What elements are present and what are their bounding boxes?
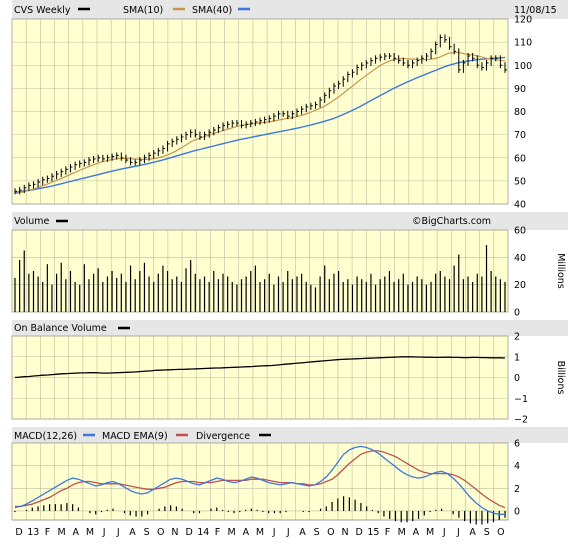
x-tick-label: A [129, 527, 136, 538]
obv-panel: −2 −1 0 1 2 Billions [11, 332, 566, 426]
plot-area [11, 442, 509, 521]
y-axis-unit: Millions [555, 253, 566, 289]
divergence-label: Divergence [196, 431, 250, 442]
y-tick-label: 40 [514, 253, 526, 264]
y-tick-label: 2 [514, 332, 520, 343]
x-tick-label: N [341, 527, 348, 538]
x-tick-label: M [86, 527, 94, 538]
y-tick-label: 60 [514, 153, 526, 164]
y-tick-label: 120 [514, 15, 532, 26]
y-tick-label: −2 [514, 415, 528, 426]
macd-title: MACD(12,26) [14, 431, 77, 442]
x-tick-label: D [356, 527, 363, 538]
x-tick-label: D [15, 527, 22, 538]
x-tick-label: J [272, 527, 276, 538]
volume-title: Volume [14, 216, 49, 227]
y-tick-label: 60 [514, 226, 526, 237]
price-header [12, 0, 568, 19]
x-tick-label: M [426, 527, 434, 538]
x-tick-label: J [286, 527, 290, 538]
x-tick-label: S [484, 527, 490, 538]
y-tick-label: 50 [514, 176, 526, 187]
macd-panel: 0 2 4 6 [11, 439, 520, 525]
x-tick-label: M [398, 527, 406, 538]
y-tick-label: 6 [514, 439, 520, 450]
x-tick-label: J [102, 527, 106, 538]
y-tick-label: 40 [514, 200, 526, 211]
y-tick-label: 0 [514, 506, 520, 517]
x-axis: D 13 F M A M J J A S O N D 14 F M A M J J A S O N D 15 F M A M J J A S O [15, 527, 504, 538]
x-tick-label: J [456, 527, 460, 538]
y-tick-label: 0 [514, 308, 520, 319]
x-tick-label: F [215, 527, 220, 538]
x-tick-label: S [314, 527, 320, 538]
x-tick-label: A [413, 527, 420, 538]
x-tick-label: A [73, 527, 80, 538]
x-tick-label: A [243, 527, 250, 538]
watermark: ©BigCharts.com [412, 216, 491, 227]
x-tick-label: 14 [197, 527, 209, 538]
chart-title: CVS Weekly [14, 5, 71, 16]
y-tick-label: 20 [514, 280, 526, 291]
chart-date: 11/08/15 [514, 5, 557, 16]
x-tick-label: M [57, 527, 65, 538]
obv-line [14, 356, 506, 379]
x-tick-label: O [157, 527, 164, 538]
x-tick-label: 13 [27, 527, 39, 538]
x-tick-label: M [228, 527, 236, 538]
y-tick-label: 70 [514, 130, 526, 141]
price-panel: 40 50 60 70 80 90 100 110 120 [11, 15, 532, 211]
sma-slow-label: SMA(40) [192, 5, 232, 16]
x-tick-label: O [497, 527, 504, 538]
x-tick-label: N [171, 527, 178, 538]
x-tick-label: S [144, 527, 150, 538]
x-tick-label: M [256, 527, 264, 538]
x-tick-label: A [469, 527, 476, 538]
x-tick-label: D [185, 527, 192, 538]
x-tick-label: A [299, 527, 306, 538]
x-tick-label: 15 [367, 527, 379, 538]
y-tick-label: 0 [514, 373, 520, 384]
sma-fast-label: SMA(10) [123, 5, 163, 16]
y-tick-label: 100 [514, 61, 532, 72]
x-tick-label: J [442, 527, 446, 538]
x-tick-label: F [45, 527, 50, 538]
macd-line [14, 445, 505, 515]
y-tick-label: 4 [514, 461, 520, 472]
sma-slow-line [14, 56, 506, 194]
y-tick-label: 80 [514, 107, 526, 118]
y-tick-label: 90 [514, 84, 526, 95]
y-tick-label: −1 [514, 394, 528, 405]
volume-panel: 0 20 40 60 Millions [11, 226, 566, 319]
y-tick-label: 2 [514, 484, 520, 495]
y-tick-label: 1 [514, 352, 520, 363]
x-tick-label: J [116, 527, 120, 538]
macd-ema-label: MACD EMA(9) [102, 431, 168, 442]
volume-header [12, 212, 568, 230]
macd-header [12, 427, 568, 443]
obv-header [12, 320, 568, 336]
obv-title: On Balance Volume [14, 323, 107, 334]
x-tick-label: F [385, 527, 390, 538]
y-tick-label: 110 [514, 38, 532, 49]
x-tick-label: O [327, 527, 334, 538]
y-axis-unit: Billions [555, 361, 566, 395]
